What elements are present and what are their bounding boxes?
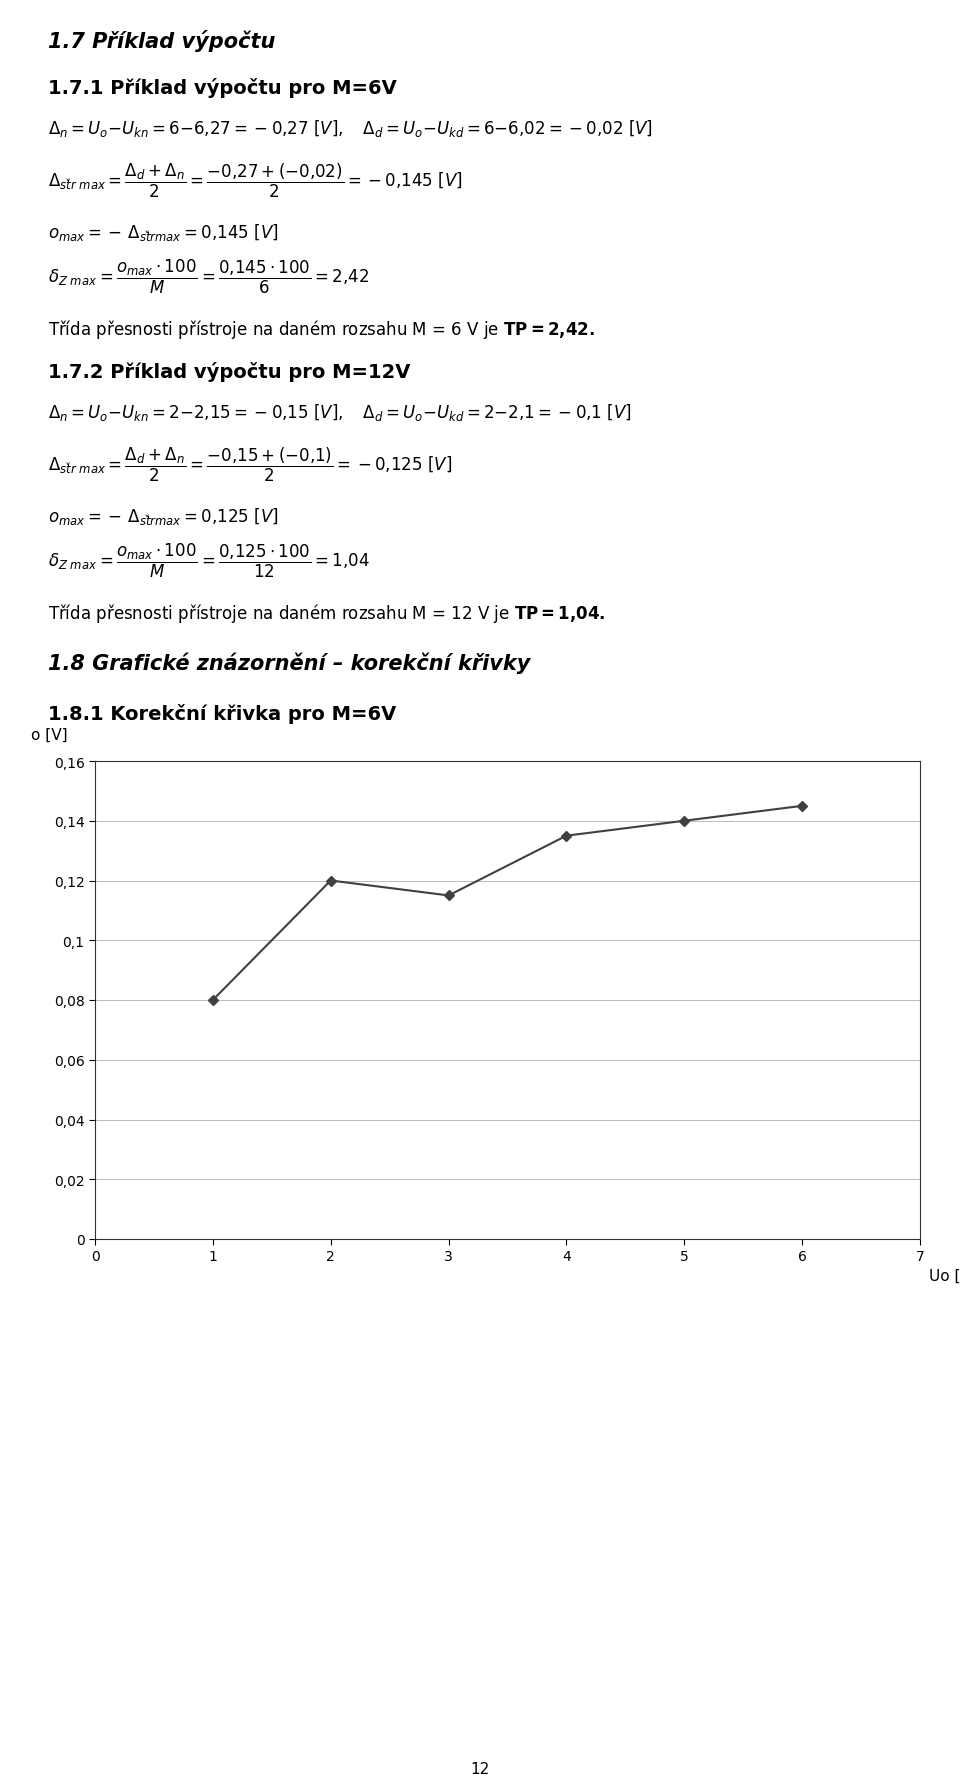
Text: 1.7 Příklad výpočtu: 1.7 Příklad výpočtu [48,30,276,52]
Text: $o_{max} = -\,\Delta_{st\check{r}max} = 0{,}125\ [V]$: $o_{max} = -\,\Delta_{st\check{r}max} = … [48,506,278,526]
Text: 1.7.2 Příklad výpočtu pro M=12V: 1.7.2 Příklad výpočtu pro M=12V [48,361,410,381]
Text: Třída přesnosti přístroje na daném rozsahu M = 12 V je $\mathbf{TP = 1{,}04.}$: Třída přesnosti přístroje na daném rozsa… [48,601,606,624]
Text: $o_{max} = -\,\Delta_{st\check{r}max} = 0{,}145\ [V]$: $o_{max} = -\,\Delta_{st\check{r}max} = … [48,222,278,243]
Text: $\delta_{Z\ max} = \dfrac{o_{max} \cdot 100}{M} = \dfrac{0{,}125 \cdot 100}{12} : $\delta_{Z\ max} = \dfrac{o_{max} \cdot … [48,542,370,580]
Text: 1.8.1 Korekční křivka pro M=6V: 1.8.1 Korekční křivka pro M=6V [48,703,396,723]
Text: $\Delta_n= U_o\mathrm{-}U_{kn} = 6\mathrm{-}6{,}27 = -0{,}27\ [V],\quad\Delta_d=: $\Delta_n= U_o\mathrm{-}U_{kn} = 6\mathr… [48,118,653,140]
Text: 12: 12 [470,1760,490,1776]
Y-axis label: o [V]: o [V] [32,728,68,742]
Text: Třída přesnosti přístroje na daném rozsahu M = 6 V je $\mathbf{TP = 2{,}42.}$: Třída přesnosti přístroje na daném rozsa… [48,318,595,342]
Text: $\Delta_{st\check{r}\ max} = \dfrac{\Delta_d + \Delta_n}{2} = \dfrac{-0{,}27+(-0: $\Delta_{st\check{r}\ max} = \dfrac{\Del… [48,163,463,200]
Text: $\Delta_n= U_o\mathrm{-}U_{kn} = 2\mathrm{-}2{,}15 = -0{,}15\ [V],\quad \Delta_d: $\Delta_n= U_o\mathrm{-}U_{kn} = 2\mathr… [48,403,632,422]
Text: 1.7.1 Příklad výpočtu pro M=6V: 1.7.1 Příklad výpočtu pro M=6V [48,79,396,98]
X-axis label: Uo [V]: Uo [V] [929,1268,960,1283]
Text: $\Delta_{st\check{r}\ max} = \dfrac{\Delta_d + \Delta_n}{2} = \dfrac{-0{,}15+(-0: $\Delta_{st\check{r}\ max} = \dfrac{\Del… [48,445,452,485]
Text: $\delta_{Z\ max} = \dfrac{o_{max} \cdot 100}{M} = \dfrac{0{,}145 \cdot 100}{6} =: $\delta_{Z\ max} = \dfrac{o_{max} \cdot … [48,258,370,295]
Text: 1.8 Grafické znázornění – korekční křivky: 1.8 Grafické znázornění – korekční křivk… [48,651,530,673]
